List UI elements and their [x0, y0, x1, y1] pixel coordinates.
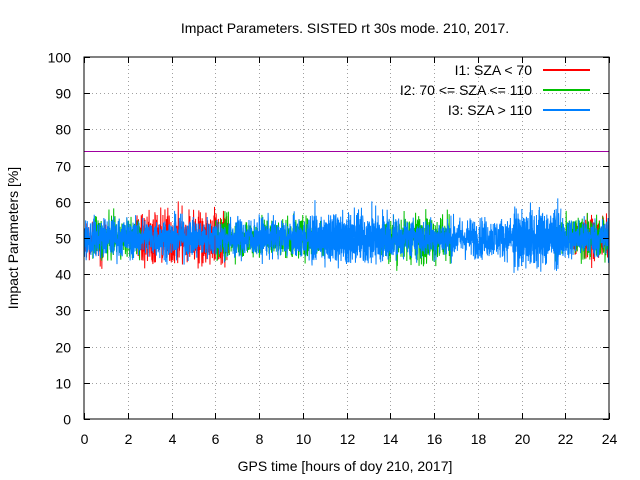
- x-tick-label: 16: [427, 431, 443, 447]
- y-tick-label: 30: [55, 303, 71, 319]
- legend: I1: SZA < 70 I2: 70 <= SZA <= 110 I3: SZA …: [400, 62, 590, 118]
- y-tick-label: 70: [55, 159, 71, 175]
- x-axis-label: GPS time [hours of doy 210, 2017]: [238, 458, 453, 474]
- x-tick-label: 10: [296, 431, 312, 447]
- x-tick-label: 12: [340, 431, 356, 447]
- series-line-3: [83, 198, 610, 273]
- y-tick-label: 90: [55, 86, 71, 102]
- y-tick-label: 40: [55, 267, 71, 283]
- x-tick-label: 4: [169, 431, 177, 447]
- y-tick-label: 20: [55, 340, 71, 356]
- x-tick-label: 0: [81, 431, 89, 447]
- y-tick-label: 0: [63, 412, 71, 428]
- x-tick-label: 8: [256, 431, 264, 447]
- y-axis-label: Impact Parameters [%]: [5, 167, 21, 309]
- y-tick-label: 50: [55, 231, 71, 247]
- x-tick-label: 14: [383, 431, 399, 447]
- legend-label: I2: 70 <= SZA <= 110: [400, 82, 532, 98]
- x-tick-label: 2: [125, 431, 133, 447]
- y-tick-label: 80: [55, 122, 71, 138]
- y-tick-label: 10: [55, 376, 71, 392]
- x-tick-label: 18: [471, 431, 487, 447]
- legend-label: I3: SZA > 110: [448, 102, 532, 118]
- y-tick-label: 60: [55, 195, 71, 211]
- x-tick-label: 22: [558, 431, 574, 447]
- x-tick-label: 24: [602, 431, 618, 447]
- chart-title: Impact Parameters. SISTED rt 30s mode. 2…: [181, 20, 509, 36]
- x-tick-label: 20: [515, 431, 531, 447]
- axis-ticks: [84, 57, 610, 420]
- series-layer: [83, 198, 610, 273]
- legend-label: I1: SZA < 70: [455, 62, 533, 78]
- axis-tick-labels: 0 2 4 6 8 10 12 14 16 18 20 22 240102030405060708090…: [48, 50, 618, 448]
- x-tick-label: 6: [212, 431, 220, 447]
- y-tick-label: 100: [48, 50, 72, 66]
